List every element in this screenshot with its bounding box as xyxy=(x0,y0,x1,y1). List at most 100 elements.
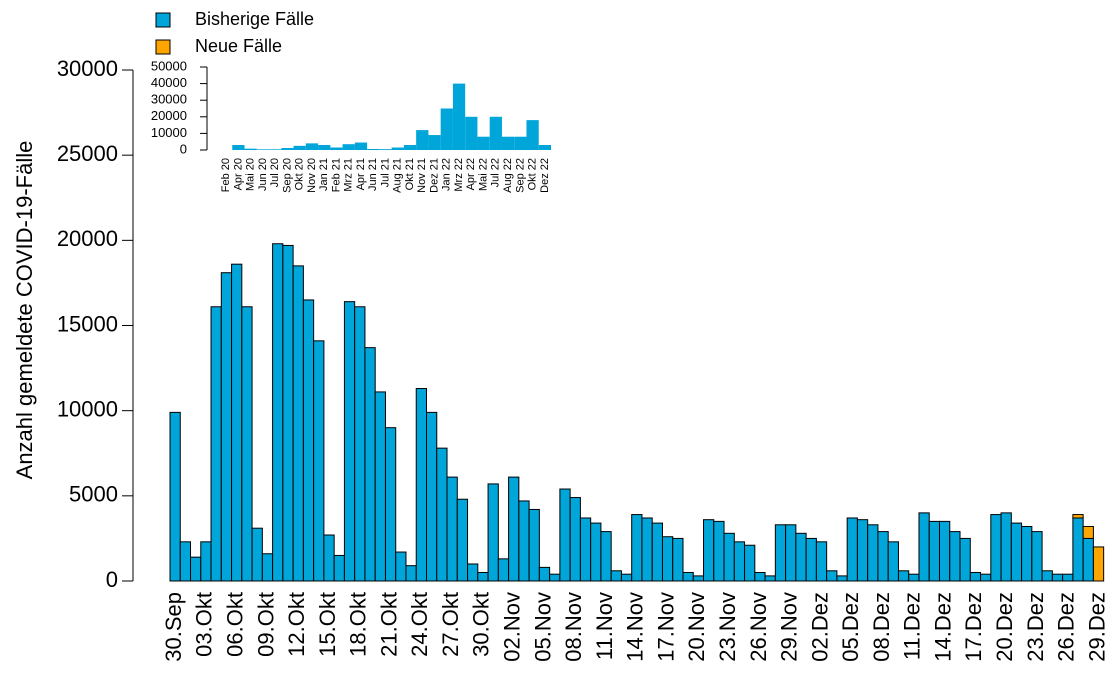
bar xyxy=(323,534,335,582)
inset-x-tick-label: Jun 21 xyxy=(367,158,379,191)
x-tick-label: 06.Okt xyxy=(223,592,248,657)
x-tick-label: 18.Okt xyxy=(346,592,371,657)
bar xyxy=(641,517,653,582)
bar xyxy=(526,120,539,150)
x-tick-label: 05.Nov xyxy=(530,592,555,662)
inset-x-tick-label: Jul 20 xyxy=(269,158,281,187)
x-tick-label: 30.Sep xyxy=(161,592,186,662)
bar xyxy=(477,136,490,150)
bar xyxy=(241,306,253,582)
y-axis-label: Anzahl gemeldete COVID-19-Fälle xyxy=(12,141,37,480)
y-tick-label: 0 xyxy=(106,567,118,592)
bar xyxy=(403,145,417,150)
bar xyxy=(487,483,499,582)
inset-x-tick-label: Apr 22 xyxy=(465,158,477,190)
bar xyxy=(467,563,479,582)
bar xyxy=(415,388,427,582)
bar xyxy=(672,537,684,582)
inset-y-tick-label: 0 xyxy=(180,141,187,156)
bar xyxy=(179,541,192,582)
bar xyxy=(269,149,282,150)
bar xyxy=(682,571,694,582)
bar xyxy=(293,145,306,150)
inset-y-tick-label: 50000 xyxy=(151,58,187,73)
bar xyxy=(405,565,417,582)
bar xyxy=(1072,517,1084,582)
bar xyxy=(514,136,527,150)
bar xyxy=(887,541,899,582)
bar xyxy=(959,537,971,582)
x-tick-label: 11.Dez xyxy=(900,592,925,660)
inset-x-tick-label: Aug 21 xyxy=(392,158,404,193)
x-tick-label: 26.Dez xyxy=(1054,592,1079,662)
bar xyxy=(261,553,274,582)
inset-x-tick-label: Jul 22 xyxy=(490,158,502,187)
inset-y-tick-label: 30000 xyxy=(151,92,187,107)
x-tick-label: 14.Nov xyxy=(623,592,648,662)
bar xyxy=(969,571,982,582)
bar xyxy=(579,517,592,582)
bar xyxy=(302,299,315,582)
bar xyxy=(661,536,674,582)
bar xyxy=(367,149,380,150)
bar xyxy=(713,520,725,582)
bar xyxy=(446,476,458,582)
legend-swatch xyxy=(155,39,171,55)
bar xyxy=(723,532,735,582)
bar xyxy=(220,272,233,582)
bar xyxy=(436,447,448,582)
bar xyxy=(1062,573,1074,582)
bar xyxy=(374,391,386,582)
bar xyxy=(897,570,910,582)
x-tick-label: 09.Okt xyxy=(253,592,278,657)
inset-x-tick-label: Dez 21 xyxy=(428,158,440,193)
x-tick-label: 11.Nov xyxy=(592,592,617,660)
y-tick-label: 5000 xyxy=(69,482,118,507)
x-tick-label: 17.Nov xyxy=(653,592,678,662)
inset-x-tick-label: Feb 21 xyxy=(330,158,342,192)
bar xyxy=(384,427,397,582)
inset-x-tick-label: Okt 21 xyxy=(404,158,416,190)
x-tick-label: 14.Dez xyxy=(930,592,955,662)
bar xyxy=(1092,546,1105,582)
x-tick-label: 24.Okt xyxy=(407,592,432,657)
x-tick-label: 23.Nov xyxy=(715,592,740,662)
inset-x-tick-label: Feb 20 xyxy=(220,158,232,192)
bar xyxy=(1041,570,1053,582)
bar xyxy=(508,476,520,582)
bar xyxy=(379,149,392,150)
inset-y-tick-label: 40000 xyxy=(151,75,187,90)
bar xyxy=(651,522,663,582)
x-tick-label: 03.Okt xyxy=(192,592,217,657)
inset-x-tick-label: Jan 21 xyxy=(318,158,330,191)
bar xyxy=(518,500,530,582)
x-tick-label: 08.Dez xyxy=(869,592,894,662)
x-tick-label: 02.Nov xyxy=(500,592,525,662)
bar xyxy=(231,263,243,582)
inset-x-tick-label: Jun 20 xyxy=(257,158,269,191)
bar xyxy=(501,136,515,150)
bar xyxy=(292,265,304,582)
bar xyxy=(754,571,766,582)
bar xyxy=(330,147,343,150)
y-tick-label: 10000 xyxy=(57,396,118,421)
bar xyxy=(559,488,571,582)
bar xyxy=(169,411,181,582)
bar xyxy=(590,522,602,582)
bar xyxy=(477,571,489,582)
bar xyxy=(1021,525,1033,582)
inset-y-tick-label: 20000 xyxy=(151,108,187,123)
bar xyxy=(569,497,581,582)
inset-x-tick-label: Apr 20 xyxy=(232,158,244,190)
x-tick-label: 12.Okt xyxy=(284,592,309,657)
y-tick-label: 30000 xyxy=(57,56,118,81)
bar xyxy=(426,411,438,582)
inset-x-tick-label: Mai 20 xyxy=(245,158,257,191)
inset-x-tick-label: Nov 20 xyxy=(306,158,318,193)
bar xyxy=(908,573,920,582)
bar xyxy=(305,143,319,150)
inset-x-tick-label: Sep 20 xyxy=(281,158,293,193)
bar xyxy=(440,108,453,150)
inset-x-tick-label: Dez 22 xyxy=(539,158,551,193)
